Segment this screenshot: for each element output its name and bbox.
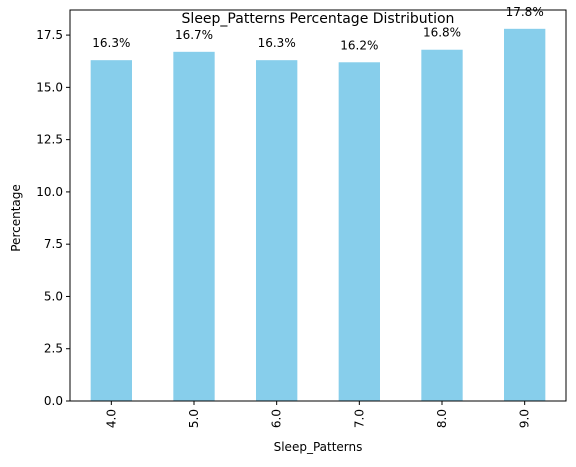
bar-8.0	[421, 49, 463, 402]
y-tick-label: 0.0	[44, 394, 63, 408]
y-tick-label: 12.5	[36, 133, 63, 147]
bar-4.0	[90, 60, 132, 401]
x-tick-label: 6.0	[270, 409, 284, 428]
y-tick-label: 2.5	[44, 342, 63, 356]
bar-7.0	[338, 62, 380, 401]
x-tick-label: 9.0	[518, 409, 532, 428]
y-tick-label: 5.0	[44, 289, 63, 303]
x-tick-label: 4.0	[104, 409, 118, 428]
x-tick-label: 7.0	[352, 409, 366, 428]
y-tick-label: 17.5	[36, 28, 63, 42]
bars-group	[90, 28, 546, 402]
x-tick-label: 8.0	[435, 409, 449, 428]
data-label-7.0: 16.2%	[340, 38, 378, 52]
data-labels-group: 16.3% 16.7% 16.3% 16.2% 16.8% 17.8%	[92, 5, 543, 52]
x-axis: 4.0 5.0 6.0 7.0 8.0 9.0	[104, 401, 532, 428]
data-label-5.0: 16.7%	[175, 28, 213, 42]
y-axis-label: Percentage	[9, 184, 23, 252]
x-axis-label: Sleep_Patterns	[274, 440, 363, 454]
data-label-8.0: 16.8%	[423, 26, 461, 40]
plot-frame	[69, 9, 567, 402]
y-axis: 0.0 2.5 5.0 7.5 10.0 12.5 15.0 17.5	[36, 28, 70, 408]
y-tick-label: 7.5	[44, 237, 63, 251]
bar-9.0	[504, 28, 546, 402]
chart-title: Sleep_Patterns Percentage Distribution	[182, 11, 455, 27]
bar-6.0	[256, 60, 298, 401]
data-label-9.0: 17.8%	[506, 5, 544, 19]
bar-5.0	[173, 51, 215, 402]
data-label-6.0: 16.3%	[258, 36, 296, 50]
y-tick-label: 10.0	[36, 185, 63, 199]
x-tick-label: 5.0	[187, 409, 201, 428]
y-tick-label: 15.0	[36, 80, 63, 94]
data-label-4.0: 16.3%	[92, 36, 130, 50]
